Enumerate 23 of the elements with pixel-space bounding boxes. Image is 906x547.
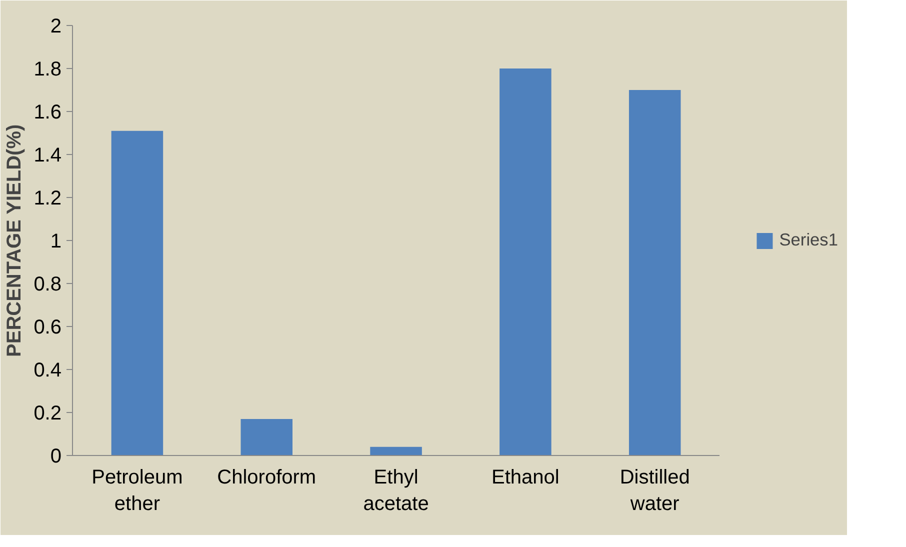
bar (500, 68, 552, 456)
y-tick-label: 0.2 (34, 402, 62, 424)
bar (370, 446, 422, 456)
y-tick-label: 0.8 (34, 274, 62, 296)
y-tick-label: 0.4 (34, 360, 62, 382)
y-tick-label: 1 (50, 230, 62, 252)
x-tick-label: Ethyl acetate (363, 466, 429, 515)
x-tick-label: Ethanol (492, 466, 560, 488)
bar (240, 418, 292, 456)
x-tick-label: Chloroform (217, 466, 316, 488)
y-tick-label: 1.6 (34, 102, 62, 124)
y-tick-label: 2 (50, 16, 62, 38)
x-tick-label: Distilled water (620, 466, 690, 515)
y-tick-label: 0 (50, 446, 62, 468)
bar (111, 130, 164, 456)
y-axis-title: PERCENTAGE YIELD(%) (4, 124, 26, 357)
y-tick-label: 1.8 (34, 58, 62, 80)
bar (628, 90, 681, 456)
y-tick-label: 1.2 (34, 188, 62, 210)
x-tick-label: Petroleum ether (92, 466, 183, 515)
legend-label: Series1 (779, 230, 838, 250)
y-tick-label: 0.6 (34, 316, 62, 338)
y-tick-label: 1.4 (34, 144, 62, 166)
